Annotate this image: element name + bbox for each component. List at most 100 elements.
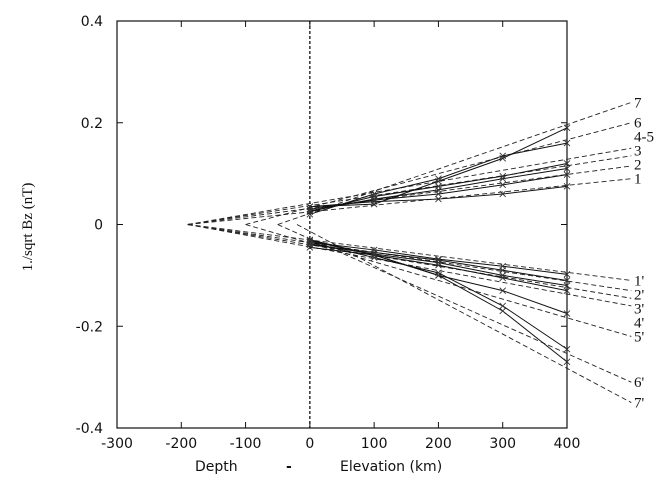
data-point-stroke xyxy=(499,287,507,294)
fit-line xyxy=(187,147,632,225)
fit-line xyxy=(187,155,632,225)
series-label: 2 xyxy=(634,158,642,174)
data-point-stroke xyxy=(370,190,378,198)
data-point-stroke xyxy=(435,175,442,183)
data-point xyxy=(306,211,314,218)
data-point xyxy=(563,139,571,147)
fit-line xyxy=(187,224,632,281)
y-tick-label: 0.4 xyxy=(81,14,103,30)
data-line xyxy=(309,239,568,363)
data-point-stroke xyxy=(435,177,442,185)
data-point-stroke xyxy=(499,307,507,315)
data-point xyxy=(370,190,378,198)
markers xyxy=(306,124,571,366)
fit-line xyxy=(245,224,632,337)
data-point xyxy=(435,175,442,183)
data-line xyxy=(309,127,568,208)
x-tick-label: -200 xyxy=(165,436,197,452)
data-point-stroke xyxy=(563,287,571,294)
data-point xyxy=(563,310,571,317)
series-label: 7 xyxy=(634,95,642,111)
x-tick-label: 200 xyxy=(425,436,452,452)
data-point xyxy=(499,152,507,160)
data-point-stroke xyxy=(435,261,442,269)
data-point xyxy=(499,302,507,310)
data-point-stroke xyxy=(563,124,571,132)
x-axis-label-elevation: Elevation (km) xyxy=(340,459,442,475)
data-point-stroke xyxy=(563,139,571,147)
data-point xyxy=(499,181,507,189)
data-point xyxy=(435,183,442,190)
data-point-stroke xyxy=(370,198,378,205)
plot-frame-group xyxy=(116,20,568,429)
data-point-stroke xyxy=(435,256,442,264)
data-point xyxy=(306,244,314,251)
x-tick-label: 300 xyxy=(489,436,516,452)
data-point-stroke xyxy=(499,175,507,183)
data-line xyxy=(309,241,568,275)
data-point-stroke xyxy=(563,183,571,190)
data-point-stroke xyxy=(435,272,442,279)
data-point xyxy=(563,271,571,278)
data-point-stroke xyxy=(435,259,442,266)
data-point xyxy=(499,190,507,198)
x-tick-label: -300 xyxy=(101,436,133,452)
fit-line xyxy=(277,101,632,225)
data-point-stroke xyxy=(499,272,507,279)
data-point xyxy=(563,282,571,289)
data-point-stroke xyxy=(563,282,571,289)
data-point xyxy=(563,171,571,178)
fit-line xyxy=(187,224,632,299)
data-point-stroke xyxy=(306,236,314,244)
data-point-stroke xyxy=(370,193,378,200)
data-point xyxy=(499,175,507,183)
fit-lines xyxy=(187,101,632,403)
data-point xyxy=(306,203,314,211)
data-point-stroke xyxy=(499,172,507,180)
data-point-stroke xyxy=(563,358,571,366)
series-label: 6 xyxy=(634,116,642,132)
fit-line xyxy=(245,122,632,225)
y-tick-label: -0.2 xyxy=(76,319,103,335)
data-point-stroke xyxy=(499,152,507,160)
data-point xyxy=(306,236,314,244)
data-point xyxy=(370,193,378,200)
fit-line xyxy=(187,178,632,225)
y-tick-label: -0.4 xyxy=(76,421,103,437)
series-label: 1 xyxy=(634,172,642,188)
data-point-stroke xyxy=(499,302,507,310)
data-point-stroke xyxy=(306,203,314,211)
x-tick-label: -100 xyxy=(230,436,262,452)
data-point-stroke xyxy=(563,271,571,278)
fit-line xyxy=(187,224,632,292)
data-point-stroke xyxy=(306,237,314,245)
data-point xyxy=(306,208,314,216)
data-point-stroke xyxy=(563,310,571,317)
data-point-stroke xyxy=(370,200,378,208)
data-point-stroke xyxy=(563,165,571,172)
series-label: 4-5 xyxy=(634,130,654,146)
data-point-stroke xyxy=(435,183,442,190)
data-point xyxy=(435,195,442,203)
data-point xyxy=(499,155,507,162)
data-point xyxy=(563,160,571,167)
series-label: 3' xyxy=(634,301,645,317)
data-point xyxy=(563,124,571,132)
data-point xyxy=(435,269,442,277)
x-tick-label: 100 xyxy=(361,436,388,452)
data-point xyxy=(370,251,378,259)
series-label: 1' xyxy=(634,273,645,289)
data-point xyxy=(435,256,442,264)
x-tick-label: 400 xyxy=(554,436,581,452)
tick-labels: -300 -200 -100 0 100 200 300 400 -0.4 -0.2 0 0.2 0.4 xyxy=(76,14,581,452)
data-point xyxy=(370,200,378,208)
data-point xyxy=(435,259,442,266)
data-point xyxy=(499,172,507,180)
data-point xyxy=(306,238,314,246)
data-point xyxy=(370,195,378,203)
x-axis-label-dash: - xyxy=(286,459,292,475)
data-point xyxy=(563,183,571,190)
y-tick-label: 0.2 xyxy=(81,116,103,132)
data-point xyxy=(435,272,442,279)
